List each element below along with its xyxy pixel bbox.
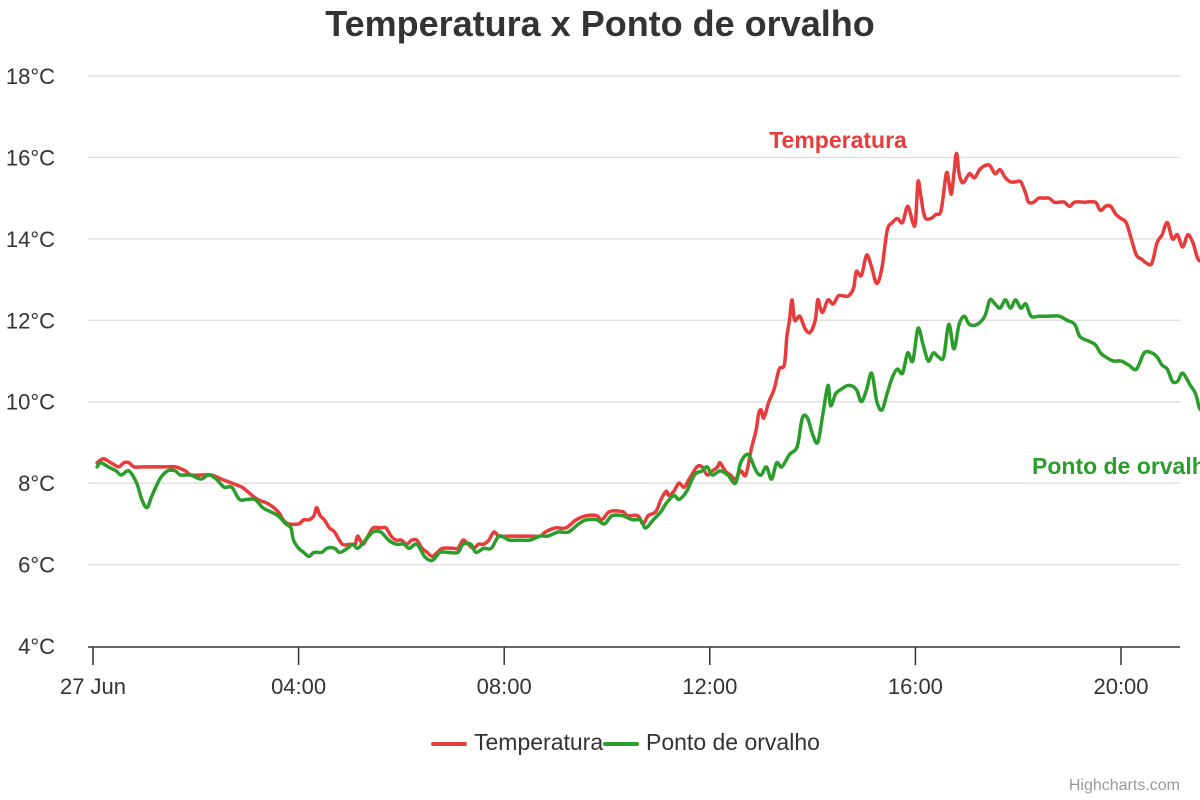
y-tick-label: 6°C [18, 553, 55, 578]
legend-label: Ponto de orvalho [646, 729, 820, 755]
y-tick-label: 16°C [6, 145, 55, 170]
y-tick-label: 8°C [18, 471, 55, 496]
series-label-ponto-de-orvalho: Ponto de orvalho [1032, 453, 1200, 479]
x-tick-label: 16:00 [888, 674, 943, 699]
credits-link[interactable]: Highcharts.com [1069, 777, 1180, 794]
y-tick-label: 14°C [6, 227, 55, 252]
series-group [95, 151, 1200, 563]
y-tick-label: 18°C [6, 64, 55, 89]
legend-item-ponto-de-orvalho[interactable]: Ponto de orvalho [603, 729, 820, 755]
y-tick-label: 12°C [6, 308, 55, 333]
x-axis: 27 Jun 04:00 08:00 12:00 16:00 20:00 [60, 646, 1180, 699]
series-line-ponto-de-orvalho[interactable] [95, 297, 1200, 563]
x-tick-label: 08:00 [477, 674, 532, 699]
x-tick-label: 04:00 [271, 674, 326, 699]
chart-title: Temperatura x Ponto de orvalho [325, 3, 874, 44]
grid-lines [88, 75, 1180, 566]
y-tick-label: 10°C [6, 390, 55, 415]
x-tick-label: 20:00 [1093, 674, 1148, 699]
y-axis: 4°C 6°C 8°C 10°C 12°C 14°C 16°C 18°C [6, 64, 55, 659]
legend: Temperatura Ponto de orvalho [431, 729, 820, 755]
legend-label: Temperatura [474, 729, 603, 755]
series-labels: Temperatura Ponto de orvalho [769, 127, 1200, 479]
series-label-temperatura: Temperatura [769, 127, 907, 153]
x-tick-label: 27 Jun [60, 674, 126, 699]
series-line-temperatura[interactable] [95, 151, 1200, 559]
legend-item-temperatura[interactable]: Temperatura [431, 729, 603, 755]
x-tick-label: 12:00 [682, 674, 737, 699]
y-tick-label: 4°C [18, 634, 55, 659]
